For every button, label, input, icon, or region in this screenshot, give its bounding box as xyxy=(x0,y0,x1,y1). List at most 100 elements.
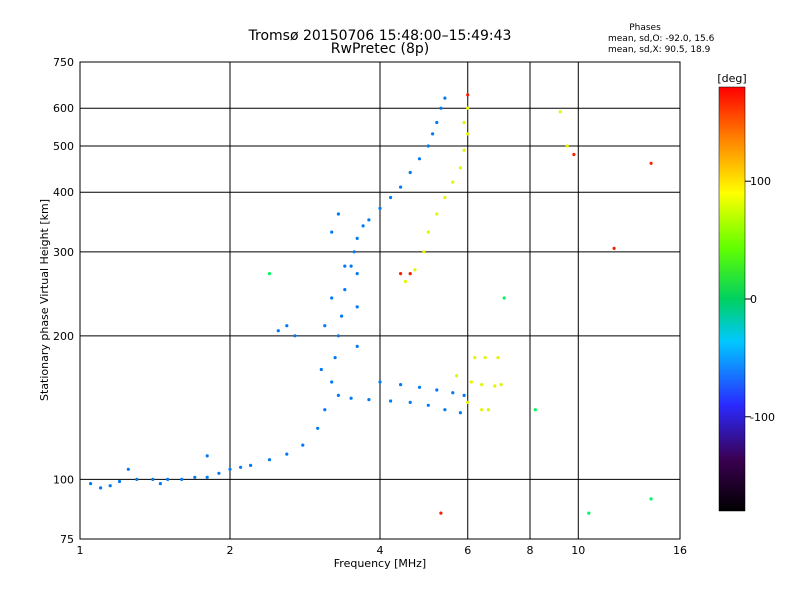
data-point xyxy=(378,380,382,384)
data-point xyxy=(340,314,344,318)
y-axis-label: Stationary phase Virtual Height [km] xyxy=(38,199,51,401)
data-point xyxy=(483,356,487,360)
data-point xyxy=(587,511,591,515)
data-point xyxy=(293,334,297,338)
data-point xyxy=(403,279,408,284)
data-point xyxy=(443,408,447,412)
data-point xyxy=(455,374,459,378)
data-points xyxy=(89,93,653,515)
x-tick-label: 10 xyxy=(571,544,585,557)
data-point xyxy=(399,272,403,276)
data-point xyxy=(426,144,430,148)
data-point xyxy=(439,511,443,515)
data-point xyxy=(249,463,253,467)
data-point xyxy=(399,185,403,189)
data-point xyxy=(389,195,393,200)
data-point xyxy=(323,408,327,412)
data-point xyxy=(533,408,537,412)
data-point xyxy=(612,246,616,250)
data-point xyxy=(493,384,497,388)
y-tick-label: 400 xyxy=(53,186,74,199)
data-point xyxy=(466,106,470,110)
data-point xyxy=(473,356,477,360)
data-point xyxy=(408,400,412,404)
data-point xyxy=(99,486,103,490)
data-point xyxy=(426,230,430,234)
data-point xyxy=(316,426,320,430)
data-point xyxy=(108,484,112,488)
data-point xyxy=(399,383,403,387)
data-point xyxy=(205,475,209,479)
data-point xyxy=(480,408,484,412)
data-point xyxy=(480,383,484,387)
data-point xyxy=(499,383,503,387)
data-point xyxy=(462,148,466,152)
data-point xyxy=(267,458,272,462)
x-axis-label: Frequency [MHz] xyxy=(334,557,426,570)
y-tick-label: 600 xyxy=(53,102,74,115)
data-point xyxy=(330,296,334,300)
data-point xyxy=(649,497,653,501)
data-point xyxy=(367,398,371,402)
y-tick-label: 75 xyxy=(60,533,74,546)
data-point xyxy=(239,465,243,469)
data-point xyxy=(343,264,347,268)
data-point xyxy=(352,250,356,254)
colorbar-tick-label: 100 xyxy=(750,175,771,188)
data-point xyxy=(330,380,334,384)
data-point xyxy=(486,408,490,412)
data-point xyxy=(502,296,506,300)
y-tick-label: 300 xyxy=(53,246,74,259)
x-tick-label: 4 xyxy=(377,544,384,557)
data-point xyxy=(558,110,562,114)
data-point xyxy=(496,356,500,360)
data-point xyxy=(285,452,289,456)
data-point xyxy=(389,399,393,403)
data-point xyxy=(158,482,162,486)
data-point xyxy=(367,218,371,222)
data-point xyxy=(355,305,359,309)
data-point xyxy=(408,272,412,276)
y-tick-label: 500 xyxy=(53,140,74,153)
data-point xyxy=(361,224,365,228)
x-tick-label: 6 xyxy=(464,544,471,557)
chart-title: Tromsø 20150706 15:48:00–15:49:43 xyxy=(248,28,512,44)
x-tick-labels: 1 2 4 6 8 10 16 xyxy=(77,544,688,557)
data-point xyxy=(349,264,353,268)
data-point xyxy=(89,482,93,486)
data-point xyxy=(458,166,462,170)
data-point xyxy=(276,329,280,333)
data-point xyxy=(431,132,435,136)
data-point xyxy=(565,144,569,148)
data-point xyxy=(426,403,430,407)
data-point xyxy=(572,152,576,157)
data-point xyxy=(417,385,422,389)
data-point xyxy=(343,288,347,292)
data-point xyxy=(435,120,439,125)
x-tick-label: 2 xyxy=(227,544,234,557)
colorbar-label: [deg] xyxy=(717,72,746,85)
data-point xyxy=(330,230,334,234)
data-point xyxy=(378,206,382,210)
data-point xyxy=(285,324,289,328)
stats-line-x: mean, sd,X: 90.5, 18.9 xyxy=(608,45,711,55)
data-point xyxy=(117,479,122,484)
data-point xyxy=(135,477,139,481)
data-point xyxy=(205,454,209,458)
data-point xyxy=(462,393,466,397)
grid xyxy=(80,62,680,539)
stats-line-o: mean, sd,O: -92.0, 15.6 xyxy=(608,34,715,44)
data-point xyxy=(466,93,470,97)
data-point xyxy=(466,132,470,136)
data-point xyxy=(355,272,359,276)
chart-subtitle: RwPretec (8p) xyxy=(331,41,429,57)
y-tick-label: 750 xyxy=(53,56,74,69)
data-point xyxy=(349,396,353,400)
data-point xyxy=(435,212,439,216)
x-tick-label: 8 xyxy=(527,544,534,557)
x-tick-label: 16 xyxy=(673,544,687,557)
y-tick-labels: 75 100 200 300 400 500 600 750 xyxy=(53,56,74,546)
data-point xyxy=(355,344,359,348)
data-point xyxy=(462,120,466,125)
colorbar-tick-label: -100 xyxy=(750,411,775,424)
